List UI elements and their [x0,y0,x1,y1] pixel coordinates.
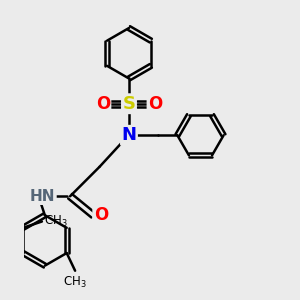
Text: S: S [122,95,136,113]
Text: O: O [148,95,162,113]
Text: O: O [96,95,110,113]
Text: O: O [94,206,108,224]
Text: N: N [122,126,136,144]
Text: HN: HN [30,189,56,204]
Text: CH$_3$: CH$_3$ [63,275,87,290]
Text: CH$_3$: CH$_3$ [44,214,68,229]
